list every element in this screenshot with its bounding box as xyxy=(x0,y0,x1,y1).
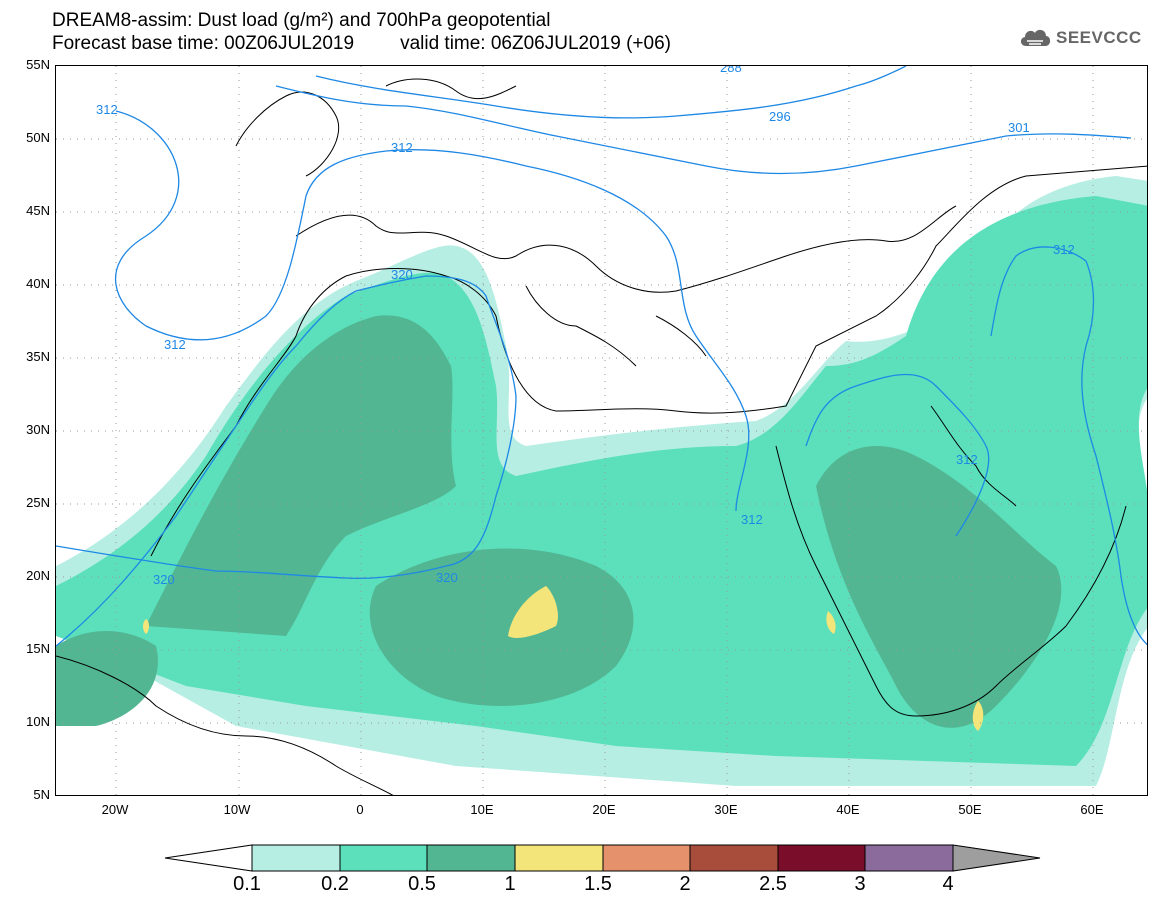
colorbar-label: 1.5 xyxy=(584,873,612,895)
contour-label: 320 xyxy=(436,570,458,585)
logo-text: SEEVCCC xyxy=(1056,28,1142,47)
colorbar-label: 2 xyxy=(679,873,691,895)
lon-label: 20W xyxy=(101,802,129,817)
colorbar-cell xyxy=(426,844,516,872)
lon-label: 20E xyxy=(592,802,616,817)
valid-time: valid time: 06Z06JUL2019 (+06) xyxy=(400,33,671,54)
contour-label: 312 xyxy=(164,337,186,352)
dust-layer-1 xyxy=(143,586,984,731)
colorbar-cell xyxy=(689,844,779,872)
lat-label: 25N xyxy=(26,495,50,510)
lon-label: 60E xyxy=(1080,802,1104,817)
lon-label: 30E xyxy=(714,802,738,817)
map-title: DREAM8-assim: Dust load (g/m²) and 700hP… xyxy=(52,10,551,31)
contour-label: 312 xyxy=(1053,242,1075,257)
lon-label: 10E xyxy=(470,802,494,817)
colorbar-cell xyxy=(602,844,691,872)
contour-labels: 312 312 312 320 320 320 312 312 312 296 … xyxy=(96,66,1075,587)
forecast-base-time: Forecast base time: 00Z06JUL2019 xyxy=(52,33,355,54)
map-subtitle: Forecast base time: 00Z06JUL2019 valid ti… xyxy=(52,34,671,54)
colorbar-cell xyxy=(251,844,341,872)
colorbar xyxy=(164,844,1041,872)
lat-label: 55N xyxy=(26,57,50,72)
contour-label: 312 xyxy=(956,452,978,467)
lon-label: 40E xyxy=(836,802,860,817)
lat-label: 40N xyxy=(26,276,50,291)
lat-label: 45N xyxy=(26,203,50,218)
contour-label: 301 xyxy=(1008,120,1030,135)
lat-lon-grid xyxy=(56,66,1147,795)
contour-label: 296 xyxy=(769,109,791,124)
dust-map: 312 312 312 320 320 320 312 312 312 296 … xyxy=(56,66,1147,795)
lat-label: 35N xyxy=(26,349,50,364)
lat-label: 10N xyxy=(26,714,50,729)
contour-label: 320 xyxy=(153,572,175,587)
contour-label: 312 xyxy=(391,140,413,155)
colorbar-label: 0.1 xyxy=(233,873,261,895)
contour-label: 288 xyxy=(720,66,742,75)
colorbar-label: 0.2 xyxy=(321,873,349,895)
colorbar-cell xyxy=(164,844,253,872)
contour-label: 312 xyxy=(96,102,118,117)
colorbar-cell xyxy=(777,844,866,872)
seevccc-logo: SEEVCCC xyxy=(1018,26,1142,50)
map-panel: 312 312 312 320 320 320 312 312 312 296 … xyxy=(55,65,1148,796)
geopotential-contours xyxy=(56,66,1147,647)
lat-label: 30N xyxy=(26,422,50,437)
colorbar-label: 0.5 xyxy=(408,873,436,895)
lon-label: 10W xyxy=(223,802,251,817)
colorbar-label: 1 xyxy=(504,873,516,895)
colorbar-cell xyxy=(864,844,954,872)
contour-label: 312 xyxy=(741,512,763,527)
lat-label: 50N xyxy=(26,130,50,145)
lat-label: 20N xyxy=(26,568,50,583)
cloud-icon xyxy=(1020,29,1051,46)
contour-label: 320 xyxy=(391,267,413,282)
colorbar-cell xyxy=(514,844,604,872)
dust-layer-0.5 xyxy=(56,315,1062,728)
colorbar-label: 4 xyxy=(942,873,954,895)
lat-label: 15N xyxy=(26,641,50,656)
lon-label: 0 xyxy=(356,802,364,817)
lon-label: 50E xyxy=(958,802,982,817)
colorbar-label: 2.5 xyxy=(759,873,787,895)
colorbar-cell xyxy=(339,844,428,872)
lat-label: 5N xyxy=(33,787,50,802)
colorbar-label: 3 xyxy=(854,873,866,895)
colorbar-cell xyxy=(952,844,1041,872)
